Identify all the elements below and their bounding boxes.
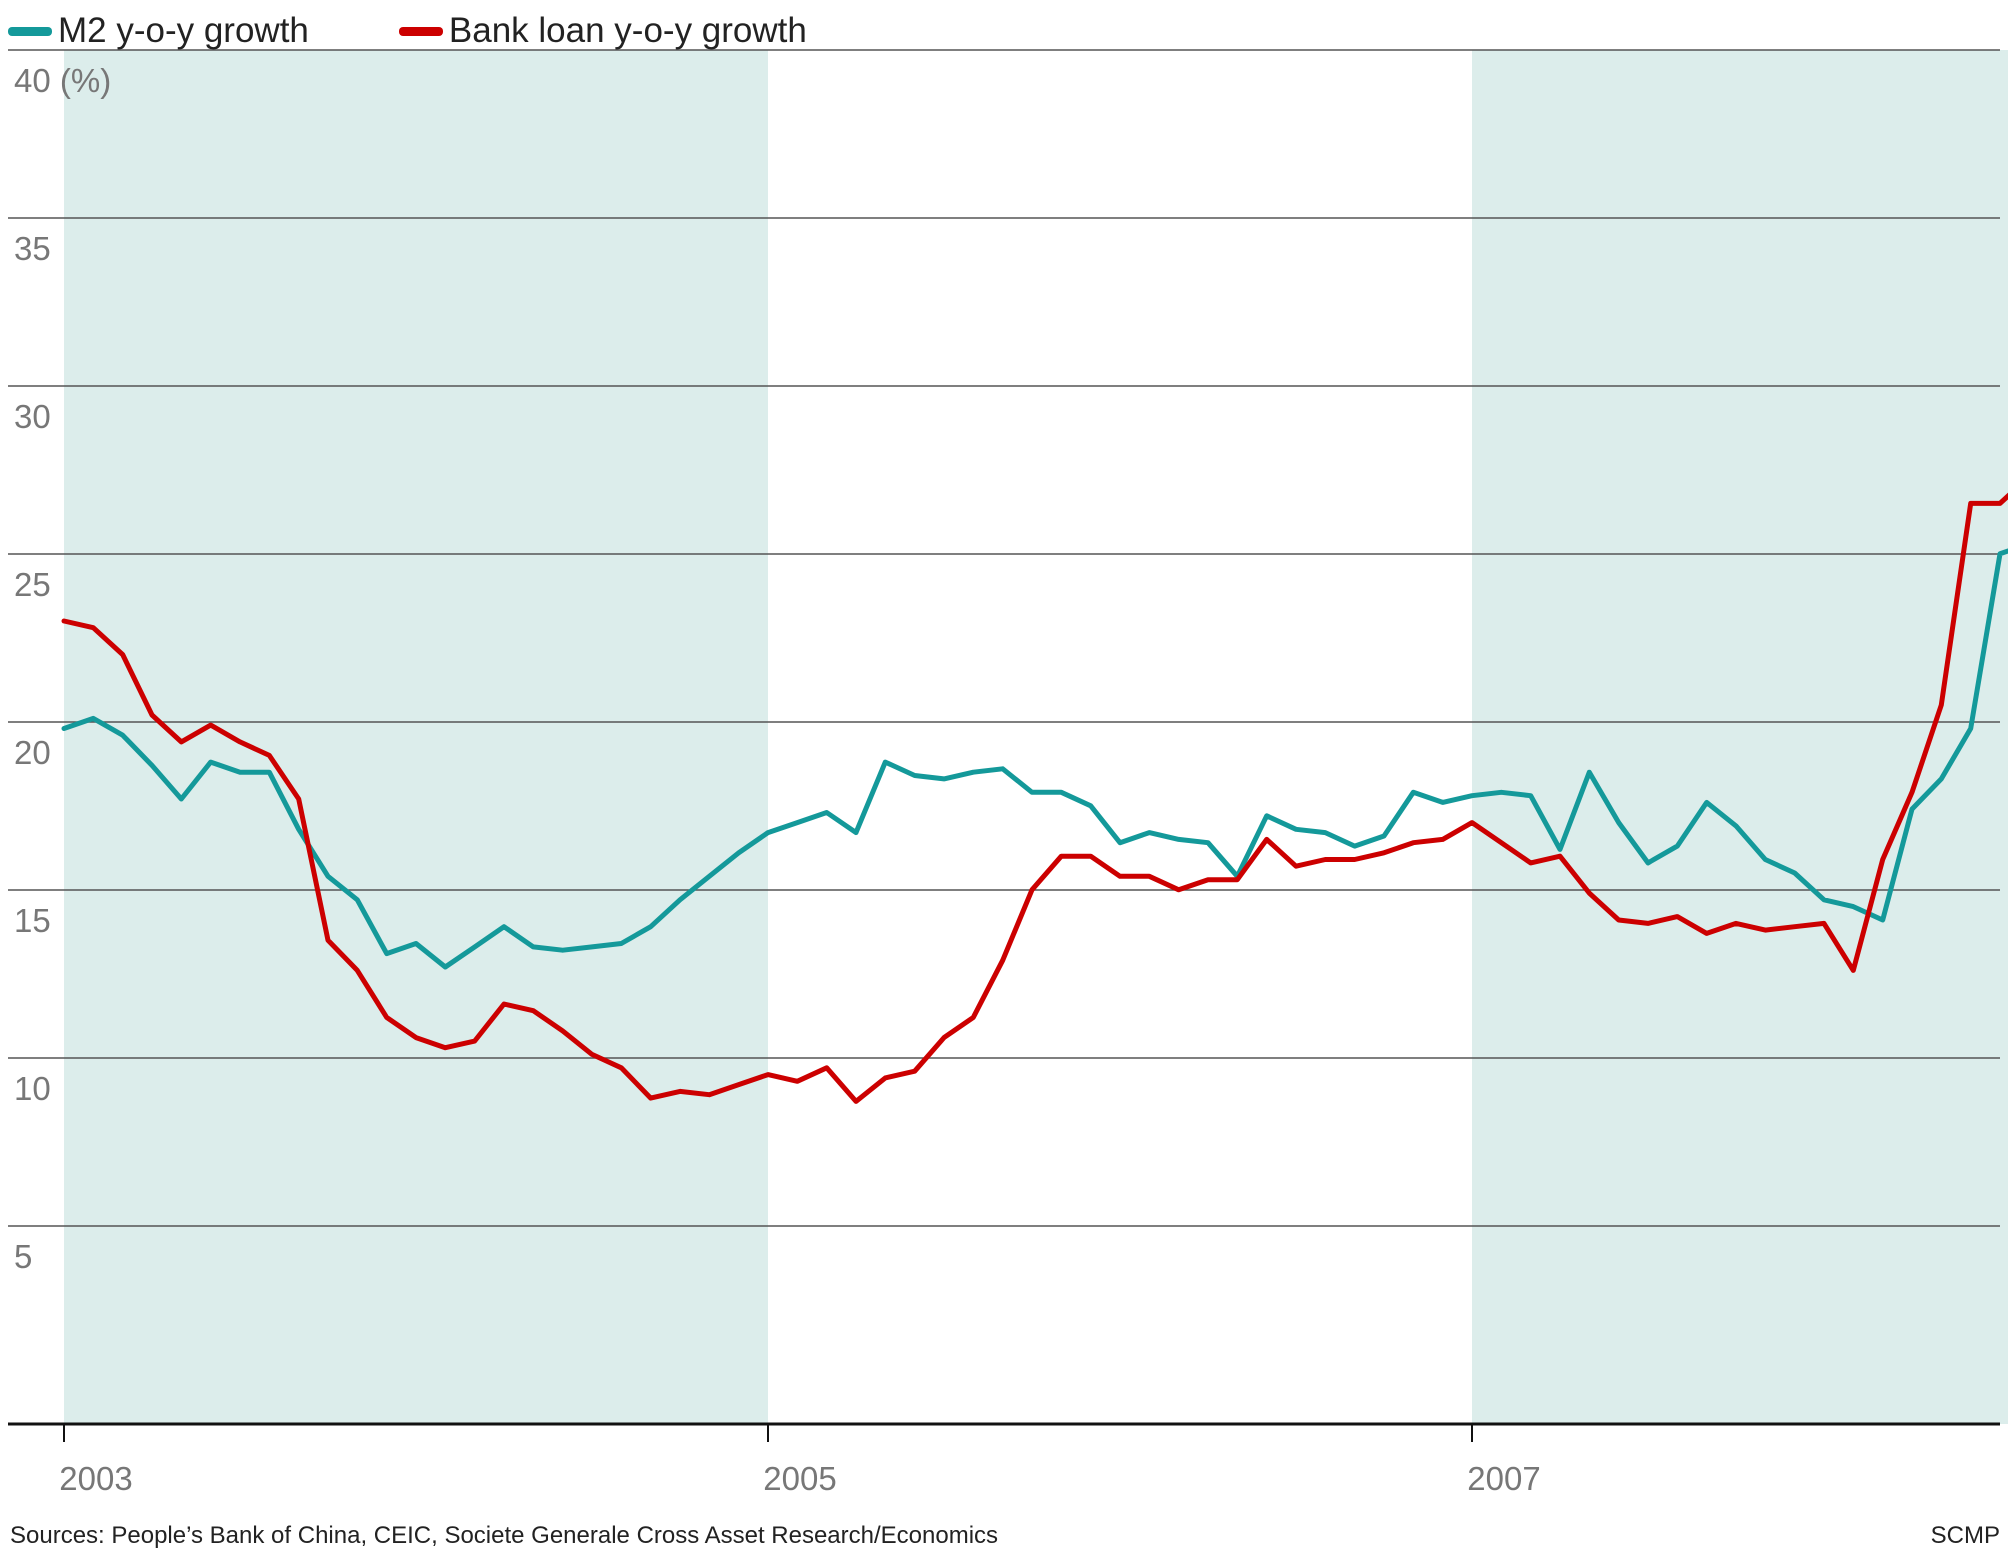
y-tick-label-40: 40 (%) <box>14 62 111 99</box>
legend-swatch-loan <box>398 26 443 36</box>
legend-label-m2: M2 y-o-y growth <box>58 11 309 50</box>
x-tick-label-2007: 2007 <box>1467 1460 1540 1497</box>
publisher-credit: SCMP <box>1930 1522 2000 1549</box>
y-tick-label-20: 20 <box>14 734 51 771</box>
y-tick-label-10: 10 <box>14 1070 51 1107</box>
y-tick-label-25: 25 <box>14 566 51 603</box>
series-line-bank-loan <box>61 492 2008 1104</box>
y-tick-label-5: 5 <box>14 1238 32 1275</box>
y-tick-label-15: 15 <box>14 902 51 939</box>
y-tick-label-30: 30 <box>14 398 51 435</box>
shaded-period-1 <box>1472 50 2008 1424</box>
series-line-m2 <box>61 548 2008 970</box>
shaded-period-0 <box>64 50 768 1424</box>
legend-item-loan: Bank loan y-o-y growth <box>398 11 807 51</box>
x-tick-label-2003: 2003 <box>59 1460 132 1497</box>
legend-item-m2: M2 y-o-y growth <box>8 11 309 51</box>
legend-swatch-m2 <box>8 26 52 36</box>
sources-note: Sources: People’s Bank of China, CEIC, S… <box>10 1522 999 1549</box>
legend: M2 y-o-y growth Bank loan y-o-y growth <box>8 6 897 56</box>
y-tick-label-35: 35 <box>14 230 51 267</box>
x-tick-label-2005: 2005 <box>763 1460 836 1497</box>
legend-label-loan: Bank loan y-o-y growth <box>448 11 807 50</box>
